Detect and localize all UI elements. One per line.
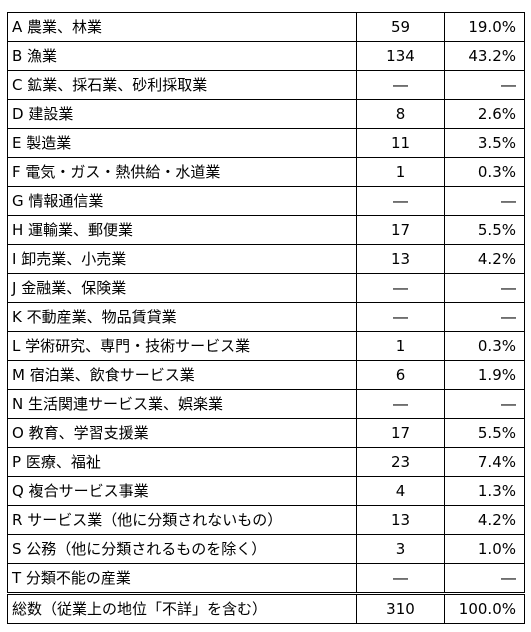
industry-employment-table: A 農業、林業 59 19.0% B 漁業 134 43.2% C 鉱業、採石業…: [7, 12, 525, 624]
industry-name-cell: M 宿泊業、飲食サービス業: [7, 360, 357, 390]
industry-name-cell: K 不動産業、物品賃貸業: [7, 302, 357, 332]
industry-name-cell: L 学術研究、専門・技術サービス業: [7, 331, 357, 361]
table-row: G 情報通信業 ― ―: [7, 186, 525, 216]
percentage-cell: 4.2%: [444, 244, 525, 274]
table-row: L 学術研究、専門・技術サービス業 1 0.3%: [7, 331, 525, 361]
industry-name-cell: F 電気・ガス・熱供給・水道業: [7, 157, 357, 187]
percentage-cell: 5.5%: [444, 418, 525, 448]
total-count-cell: 310: [356, 592, 445, 624]
worker-count-cell: 1: [356, 331, 445, 361]
total-label-cell: 総数（従業上の地位「不詳」を含む）: [7, 592, 357, 624]
table-row: T 分類不能の産業 ― ―: [7, 563, 525, 594]
worker-count-cell: 8: [356, 99, 445, 129]
table-row: F 電気・ガス・熱供給・水道業 1 0.3%: [7, 157, 525, 187]
percentage-cell: 1.0%: [444, 534, 525, 564]
worker-count-cell: ―: [356, 563, 445, 594]
worker-count-cell: 4: [356, 476, 445, 506]
industry-name-cell: J 金融業、保険業: [7, 273, 357, 303]
worker-count-cell: 23: [356, 447, 445, 477]
percentage-cell: 19.0%: [444, 12, 525, 42]
table-row: E 製造業 11 3.5%: [7, 128, 525, 158]
table-row: S 公務（他に分類されるものを除く） 3 1.0%: [7, 534, 525, 564]
table-row: H 運輸業、郵便業 17 5.5%: [7, 215, 525, 245]
percentage-cell: ―: [444, 389, 525, 419]
table-row: J 金融業、保険業 ― ―: [7, 273, 525, 303]
industry-name-cell: I 卸売業、小売業: [7, 244, 357, 274]
table-row: N 生活関連サービス業、娯楽業 ― ―: [7, 389, 525, 419]
worker-count-cell: ―: [356, 302, 445, 332]
worker-count-cell: ―: [356, 186, 445, 216]
worker-count-cell: ―: [356, 273, 445, 303]
worker-count-cell: ―: [356, 70, 445, 100]
worker-count-cell: 59: [356, 12, 445, 42]
worker-count-cell: 13: [356, 505, 445, 535]
worker-count-cell: 6: [356, 360, 445, 390]
industry-name-cell: D 建設業: [7, 99, 357, 129]
table-row: Q 複合サービス事業 4 1.3%: [7, 476, 525, 506]
industry-name-cell: H 運輸業、郵便業: [7, 215, 357, 245]
percentage-cell: 0.3%: [444, 157, 525, 187]
table-row: P 医療、福祉 23 7.4%: [7, 447, 525, 477]
industry-name-cell: C 鉱業、採石業、砂利採取業: [7, 70, 357, 100]
table-body: A 農業、林業 59 19.0% B 漁業 134 43.2% C 鉱業、採石業…: [7, 12, 525, 624]
total-percentage-cell: 100.0%: [444, 592, 525, 624]
worker-count-cell: 17: [356, 418, 445, 448]
industry-name-cell: N 生活関連サービス業、娯楽業: [7, 389, 357, 419]
total-row: 総数（従業上の地位「不詳」を含む） 310 100.0%: [7, 592, 525, 624]
table-row: O 教育、学習支援業 17 5.5%: [7, 418, 525, 448]
worker-count-cell: ―: [356, 389, 445, 419]
percentage-cell: 4.2%: [444, 505, 525, 535]
percentage-cell: ―: [444, 302, 525, 332]
percentage-cell: ―: [444, 186, 525, 216]
percentage-cell: 5.5%: [444, 215, 525, 245]
table-row: D 建設業 8 2.6%: [7, 99, 525, 129]
industry-name-cell: S 公務（他に分類されるものを除く）: [7, 534, 357, 564]
percentage-cell: 7.4%: [444, 447, 525, 477]
percentage-cell: 3.5%: [444, 128, 525, 158]
worker-count-cell: 3: [356, 534, 445, 564]
worker-count-cell: 13: [356, 244, 445, 274]
percentage-cell: ―: [444, 273, 525, 303]
table-row: I 卸売業、小売業 13 4.2%: [7, 244, 525, 274]
percentage-cell: 1.9%: [444, 360, 525, 390]
percentage-cell: 1.3%: [444, 476, 525, 506]
percentage-cell: ―: [444, 563, 525, 594]
industry-name-cell: Q 複合サービス事業: [7, 476, 357, 506]
table-row: A 農業、林業 59 19.0%: [7, 12, 525, 42]
industry-name-cell: T 分類不能の産業: [7, 563, 357, 594]
industry-name-cell: G 情報通信業: [7, 186, 357, 216]
industry-name-cell: P 医療、福祉: [7, 447, 357, 477]
worker-count-cell: 134: [356, 41, 445, 71]
table-row: M 宿泊業、飲食サービス業 6 1.9%: [7, 360, 525, 390]
table-row: K 不動産業、物品賃貸業 ― ―: [7, 302, 525, 332]
table-row: C 鉱業、採石業、砂利採取業 ― ―: [7, 70, 525, 100]
industry-name-cell: R サービス業（他に分類されないもの）: [7, 505, 357, 535]
industry-name-cell: O 教育、学習支援業: [7, 418, 357, 448]
industry-name-cell: B 漁業: [7, 41, 357, 71]
worker-count-cell: 11: [356, 128, 445, 158]
percentage-cell: 43.2%: [444, 41, 525, 71]
table-row: B 漁業 134 43.2%: [7, 41, 525, 71]
industry-name-cell: A 農業、林業: [7, 12, 357, 42]
percentage-cell: 2.6%: [444, 99, 525, 129]
table-row: R サービス業（他に分類されないもの） 13 4.2%: [7, 505, 525, 535]
industry-table-container: A 農業、林業 59 19.0% B 漁業 134 43.2% C 鉱業、採石業…: [7, 12, 525, 624]
industry-name-cell: E 製造業: [7, 128, 357, 158]
worker-count-cell: 1: [356, 157, 445, 187]
percentage-cell: 0.3%: [444, 331, 525, 361]
percentage-cell: ―: [444, 70, 525, 100]
worker-count-cell: 17: [356, 215, 445, 245]
